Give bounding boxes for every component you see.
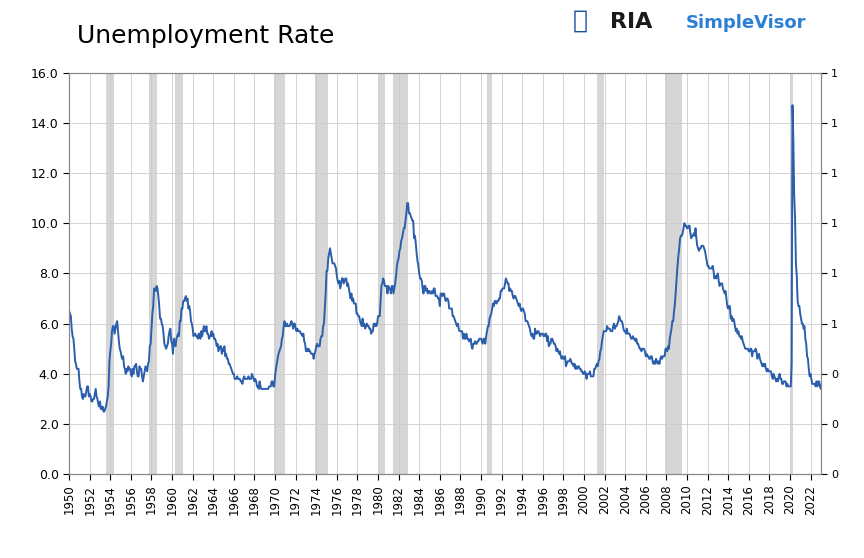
Bar bbox=[393, 73, 408, 474]
Text: SimpleVisor: SimpleVisor bbox=[685, 15, 806, 32]
Bar bbox=[315, 73, 328, 474]
Bar bbox=[175, 73, 183, 474]
Text: Unemployment Rate: Unemployment Rate bbox=[77, 25, 334, 49]
Text: RIA: RIA bbox=[610, 12, 652, 32]
Bar bbox=[379, 73, 384, 474]
Bar bbox=[791, 73, 793, 474]
Bar bbox=[487, 73, 492, 474]
Bar bbox=[106, 73, 114, 474]
Text: ⮨: ⮨ bbox=[573, 8, 588, 32]
Bar bbox=[665, 73, 682, 474]
Bar bbox=[274, 73, 284, 474]
Bar bbox=[149, 73, 156, 474]
Bar bbox=[597, 73, 604, 474]
